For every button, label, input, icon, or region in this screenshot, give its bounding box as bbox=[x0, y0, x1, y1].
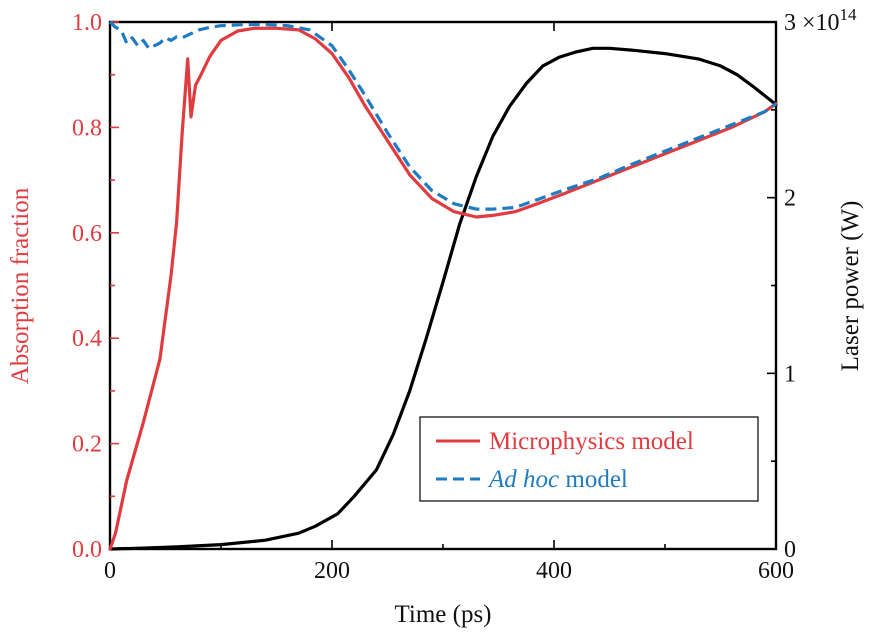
legend-label-adhoc-rest: model bbox=[559, 466, 628, 493]
x-tick-label: 400 bbox=[536, 558, 572, 584]
microphysics-line bbox=[108, 26, 778, 551]
y-left-tick-label: 0.4 bbox=[72, 326, 102, 352]
y-left-tick-label: 0.2 bbox=[72, 432, 102, 458]
y-left-tick-label: 1.0 bbox=[72, 10, 102, 36]
y-right-tick-label: 1 bbox=[784, 361, 796, 387]
y-left-tick-label: 0.0 bbox=[72, 537, 102, 563]
x-tick-label: 200 bbox=[314, 558, 350, 584]
x-tick-label: 0 bbox=[104, 558, 116, 584]
x-tick-label: 600 bbox=[758, 558, 794, 584]
legend: Microphysics model Ad hoc model bbox=[419, 416, 759, 502]
left-axis-title: Absorption fraction bbox=[7, 187, 34, 384]
series-group bbox=[108, 20, 778, 551]
y-right-tick-label: 0 bbox=[784, 537, 796, 563]
x-axis-title: Time (ps) bbox=[394, 601, 491, 628]
laser-power-line bbox=[108, 46, 778, 551]
legend-label-adhoc: Ad hoc model bbox=[487, 466, 628, 493]
y-right-tick-label: 2 bbox=[784, 186, 796, 212]
legend-box bbox=[419, 416, 759, 502]
legend-label-microphysics: Microphysics model bbox=[489, 428, 694, 455]
right-axis-multiplier: 3 ×1014 bbox=[784, 5, 857, 36]
multiplier-base: 3 ×10 bbox=[784, 10, 840, 36]
tick-labels-group: 0 200 400 600 0.0 0.2 0.4 0.6 0.8 1.0 0 1 2 bbox=[72, 10, 796, 584]
legend-label-adhoc-italic: Ad hoc bbox=[487, 466, 559, 493]
multiplier-exponent: 14 bbox=[840, 5, 858, 24]
y-left-tick-label: 0.8 bbox=[72, 115, 102, 141]
adhoc-line bbox=[108, 20, 777, 211]
y-left-tick-label: 0.6 bbox=[72, 221, 102, 247]
right-axis-title: Laser power (W) bbox=[837, 201, 864, 372]
